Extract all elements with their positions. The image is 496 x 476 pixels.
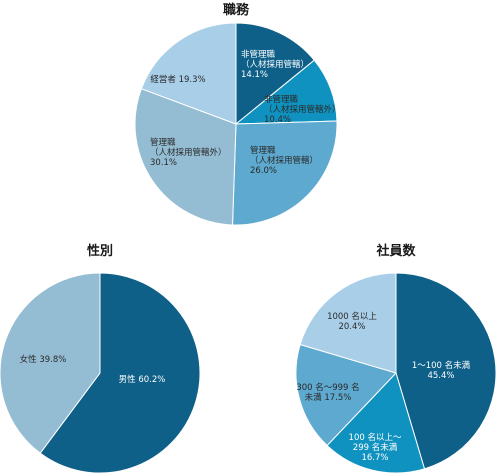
slice-label-line: （人材採用管轄） [250, 155, 318, 166]
chart-title: 職務 [223, 2, 250, 18]
chart-title: 社員数 [375, 243, 416, 259]
pie-slice [235, 22, 315, 126]
slice-label-line: （人材採用管轄外） [264, 104, 341, 115]
slice-label: 男性 60.2% [119, 374, 166, 385]
slice-label-line: 非管理職 [241, 49, 276, 60]
slice-label-line: 管理職 [150, 137, 176, 148]
slice-label-line: 100 名以上～ [349, 432, 402, 443]
slice-label: 経営者 19.3% [150, 74, 205, 85]
slice-label-line: 1000 名以上 [327, 311, 377, 322]
pie-slice [231, 120, 338, 226]
pie-slice [395, 272, 496, 470]
slice-label-line: 10.4% [264, 115, 291, 125]
slice-label: 300 名～999 名未満 17.5% [296, 382, 359, 403]
slice-label-line: （人材採用管轄） [241, 59, 309, 70]
slice-label-line: 299 名未満 [353, 442, 398, 453]
slice-label-line: 女性 39.8% [20, 354, 67, 365]
slice-label: 管理職（人材採用管轄） 26.0% [250, 145, 318, 176]
slice-label-line: 30.1% [150, 158, 177, 168]
slice-label: 非管理職（人材採用管轄） 14.1% [241, 49, 309, 80]
pie-slice [295, 343, 397, 447]
slice-label: 1000 名以上 20.4% [327, 311, 377, 332]
slice-label-line: 未満 17.5% [305, 392, 352, 403]
slice-label-line: 16.7% [361, 453, 388, 463]
slice-label-line: 45.4% [427, 371, 454, 381]
slice-label-line: （人材採用管轄外） [150, 147, 227, 158]
chart-title: 性別 [87, 243, 113, 259]
pie-slice [0, 272, 101, 454]
slice-label: 1～100 名未満 45.4% [412, 360, 471, 381]
pie-chart-3: 社員数 1～100 名未満 45.4% 100 名以上～ 299 名未満 16.7% 300… [295, 243, 496, 474]
slice-label: 非管理職（人材採用管轄外） 10.4% [264, 94, 341, 125]
slice-label: 女性 39.8% [20, 354, 67, 365]
slice-label-line: 300 名～999 名 [296, 382, 359, 393]
pie-slice [39, 272, 201, 474]
pie-slice [326, 372, 426, 474]
slice-label: 100 名以上～ 299 名未満 16.7% [349, 432, 402, 463]
slice-label-line: 非管理職 [264, 94, 299, 105]
slice-label-line: 経営者 19.3% [150, 74, 205, 85]
pie-slice [140, 22, 237, 125]
slice-label-line: 20.4% [338, 322, 365, 332]
slice-label: 管理職（人材採用管轄外） 30.1% [150, 137, 227, 168]
slice-label-line: 26.0% [250, 166, 277, 176]
slice-label-line: 男性 60.2% [119, 374, 166, 385]
pie-slice [299, 272, 397, 374]
slice-label-line: 管理職 [250, 145, 276, 156]
slice-label-line: 14.1% [241, 70, 268, 80]
pie-slice [134, 88, 237, 226]
slice-label-line: 1～100 名未満 [412, 360, 471, 371]
